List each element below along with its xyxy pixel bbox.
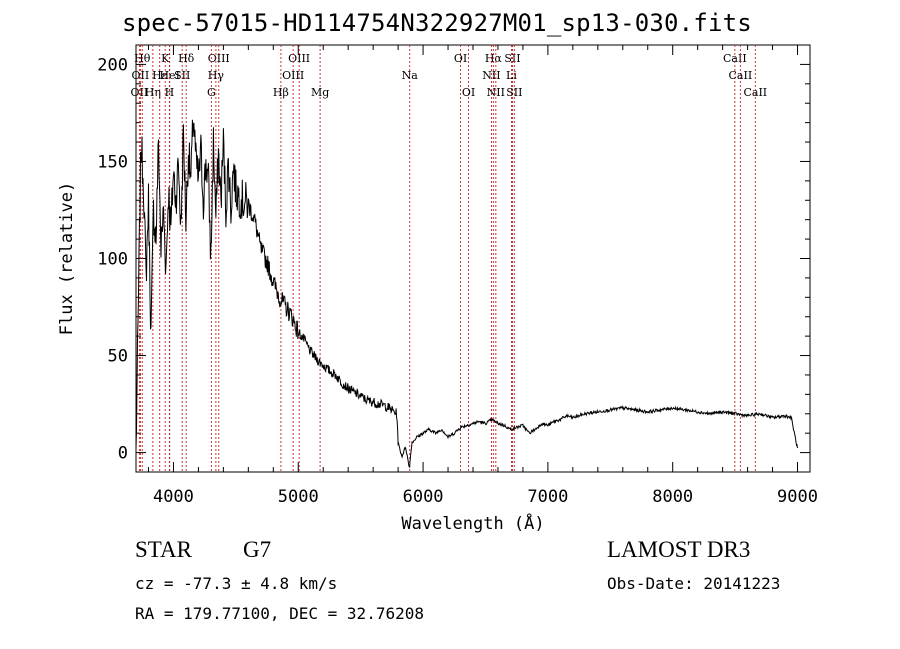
line-marker-label: Hδ [178,52,195,65]
x-tick-label: 6000 [403,487,444,507]
x-tick-label: 4000 [153,487,194,507]
y-tick-label: 50 [108,347,128,367]
line-marker-label: NII [482,69,500,82]
coordinates: RA = 179.77100, DEC = 32.76208 [135,604,424,623]
line-marker-label: Hβ [273,86,289,99]
x-tick-label: 5000 [278,487,319,507]
line-marker-label: Hγ [208,69,225,82]
line-marker-label: CaII [743,86,767,99]
object-class: STAR [135,537,192,562]
obs-date: Obs-Date: 20141223 [607,574,781,593]
line-marker-label: H [165,86,175,99]
line-marker-label: OIII [288,52,310,65]
x-tick-label: 7000 [527,487,568,507]
y-tick-label: 0 [118,444,128,464]
x-tick-label: 9000 [777,487,818,507]
line-marker-label: Hε [152,69,168,82]
line-marker-label: OI [462,86,475,99]
line-marker-label: SII [174,69,190,82]
line-marker-label: HeI [159,69,179,82]
object-subclass: G7 [243,537,272,562]
line-marker-label: OIII [208,52,230,65]
line-marker-label: Mg [311,86,329,99]
line-marker-label: NII [487,86,505,99]
line-marker-label: K [161,52,170,65]
plot-frame [135,44,811,473]
spectrum-line [135,119,798,469]
line-marker-label: Hθ [134,52,151,65]
line-marker-label: G [207,86,216,99]
x-axis-label: Wavelength (Å) [401,512,544,534]
line-marker-label: OIII [282,69,304,82]
line-marker-label: SII [506,86,522,99]
line-marker-label: Li [506,69,517,82]
x-tick-label: 8000 [652,487,693,507]
y-tick-label: 150 [97,152,128,172]
line-marker-label: OI [454,52,467,65]
line-marker-label: Na [402,69,419,82]
line-marker-label: OII [131,86,149,99]
chart-title: spec-57015-HD114754N322927M01_sp13-030.f… [122,9,752,37]
line-marker-label: OII [132,69,150,82]
y-tick-label: 200 [97,55,128,75]
line-marker-label: CaII [729,69,753,82]
line-marker-label: Hα [485,52,503,65]
y-tick-label: 100 [97,250,128,270]
line-marker-label: SII [504,52,520,65]
redshift-info: cz = -77.3 ± 4.8 km/s [135,574,338,593]
y-axis-label: Flux (relative) [57,182,77,336]
survey-label: LAMOST DR3 [607,537,751,562]
line-marker-label: CaII [723,52,747,65]
line-marker-label: Hη [145,86,161,99]
